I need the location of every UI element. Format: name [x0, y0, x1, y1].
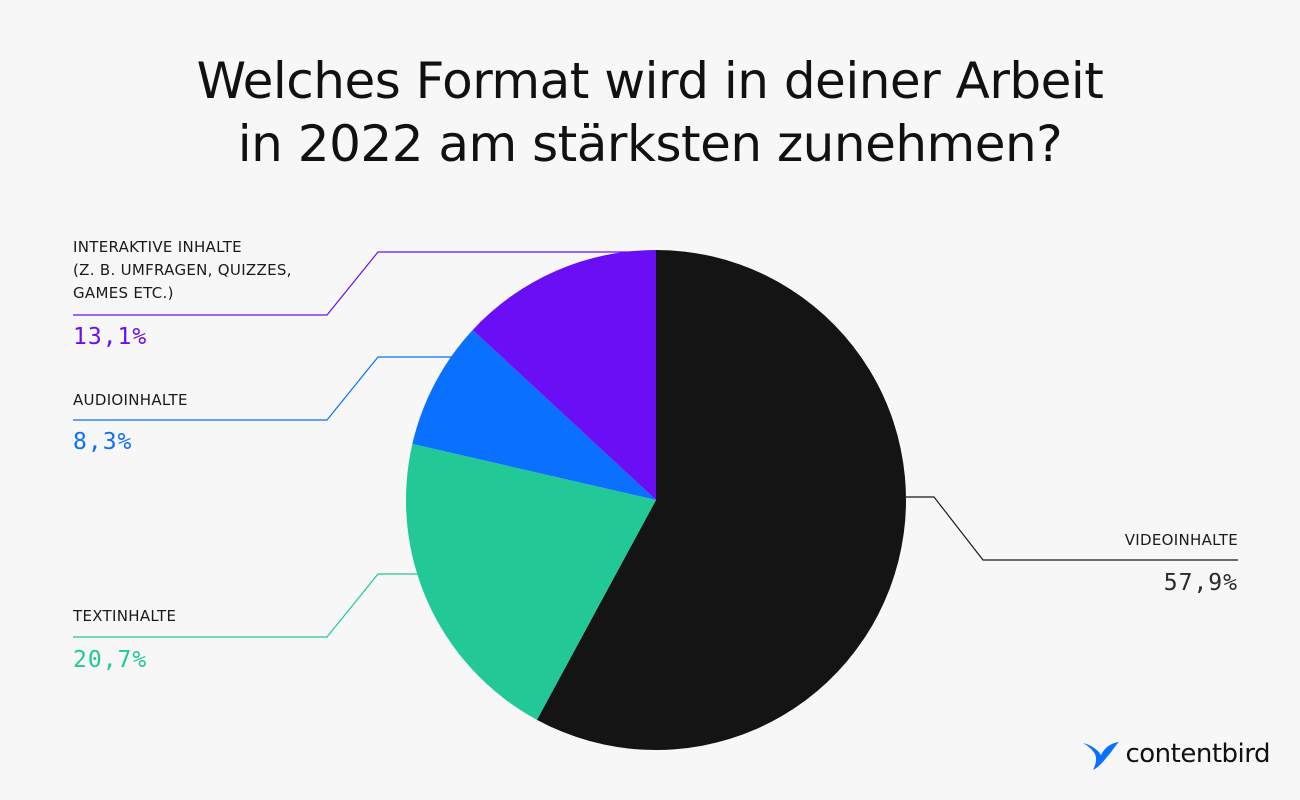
slice-audioinhalte	[412, 330, 656, 500]
value-videoinhalte: 57,9%	[1163, 570, 1238, 596]
label-text-line-1: TEXTINHALTE	[73, 607, 177, 625]
value-textinhalte: 20,7%	[73, 647, 148, 673]
value-interaktive-inhalte: 13,1%	[73, 324, 148, 350]
chart-title-line-1: Welches Format wird in deiner Arbeit	[196, 52, 1104, 110]
leader-line-interaktive	[73, 251, 655, 316]
label-interaktive-line-2: (Z. B. UMFRAGEN, QUIZZES,	[73, 261, 292, 279]
pie-slices	[405, 250, 906, 750]
chart-title-line-2: in 2022 am stärksten zunehmen?	[237, 115, 1063, 173]
label-interaktive-line-1: INTERAKTIVE INHALTE	[73, 238, 242, 256]
slice-videoinhalte	[536, 250, 906, 750]
label-interaktive-inhalte: INTERAKTIVE INHALTE (Z. B. UMFRAGEN, QUI…	[73, 236, 292, 305]
bird-logo-icon	[1083, 742, 1120, 770]
leader-line-video	[905, 496, 1238, 561]
leader-line-text	[73, 573, 418, 638]
leader-line-audio	[73, 356, 452, 421]
brand-name: contentbird	[1125, 739, 1270, 769]
leader-lines	[73, 251, 1238, 638]
label-videoinhalte: VIDEOINHALTE	[1125, 529, 1238, 552]
value-audioinhalte: 8,3%	[73, 429, 133, 455]
label-interaktive-line-3: GAMES ETC.)	[73, 284, 174, 302]
label-audioinhalte: AUDIOINHALTE	[73, 389, 188, 412]
slice-interaktive-inhalte	[472, 250, 656, 500]
label-video-line-1: VIDEOINHALTE	[1124, 531, 1238, 549]
slice-textinhalte	[405, 443, 656, 720]
label-textinhalte: TEXTINHALTE	[73, 605, 176, 628]
label-audio-line-1: AUDIOINHALTE	[73, 391, 188, 409]
chart-title: Welches Format wird in deiner Arbeit in …	[0, 50, 1300, 176]
brand-logo: contentbird	[1081, 736, 1270, 772]
